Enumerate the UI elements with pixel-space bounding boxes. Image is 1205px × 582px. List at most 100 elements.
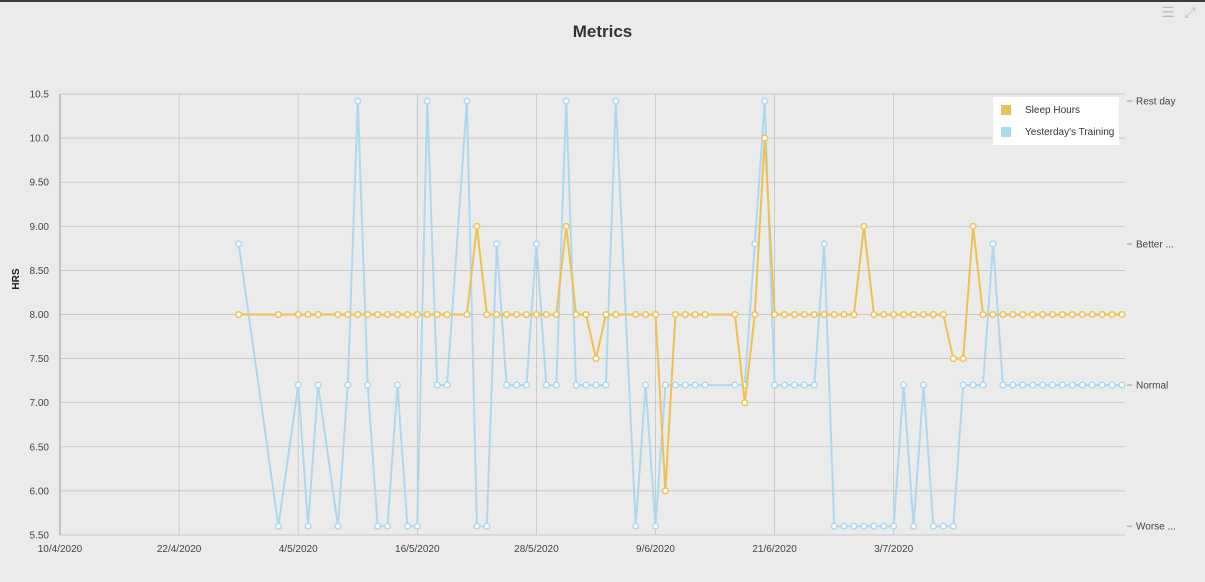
data-point [919,381,928,389]
data-point [1029,381,1037,389]
data-point [1088,381,1096,389]
data-point [274,522,282,530]
data-point [999,381,1007,389]
data-point [900,381,908,389]
x-tick-label: 16/5/2020 [395,544,440,555]
data-point [443,310,451,319]
data-point [810,310,818,319]
legend-label: Sleep Hours [1025,104,1081,116]
data-point [423,310,431,319]
data-point [731,381,739,389]
data-point [751,310,759,319]
data-point [929,522,937,530]
data-point [1088,310,1096,319]
data-point [880,522,888,530]
collapse-icon[interactable]: ⤢ [1184,5,1196,21]
data-point [751,240,759,248]
data-point [642,310,650,319]
data-point [592,355,600,363]
series-yesterdays-training [235,97,1126,530]
data-point [1009,381,1017,389]
data-point [989,240,997,248]
y-tick-label: 10.5 [30,90,50,101]
data-point [731,310,739,319]
data-point [1009,310,1017,319]
data-point [919,310,928,319]
data-point [761,134,769,142]
data-point [949,355,957,363]
data-point [354,97,362,105]
data-point [393,381,402,389]
data-point [532,310,540,319]
data-point [393,310,402,319]
data-point [304,522,312,530]
data-point [473,522,481,530]
data-point [979,381,987,389]
y-tick-label: 9.00 [30,222,50,233]
data-point [463,97,471,105]
data-point [989,310,997,319]
data-point [939,522,947,530]
data-point [830,310,838,319]
legend-item-training[interactable]: Yesterday's Training [1001,125,1114,139]
data-point [1118,310,1126,319]
right-axis-label: Rest day [1136,97,1175,108]
data-point [701,381,709,389]
legend-item-sleep-hours[interactable]: Sleep Hours [1001,103,1080,117]
data-point [741,399,749,407]
y-tick-label: 7.50 [30,354,50,365]
data-point [235,240,243,248]
data-point [374,310,382,319]
data-point [572,310,580,319]
x-tick-label: 4/5/2020 [279,544,318,555]
data-point [890,310,898,319]
y-axis-title: HRS [11,268,22,289]
data-point [582,310,590,319]
data-point [612,97,620,105]
data-point [820,310,828,319]
data-point [403,310,411,319]
data-point [910,310,918,319]
data-point [364,381,372,389]
data-point [334,310,342,319]
data-point [294,381,302,389]
series-layer [235,97,1126,530]
y-tick-label: 10.0 [30,134,50,145]
data-point [483,522,491,530]
data-point [542,381,550,389]
y-tick-label: 8.50 [30,266,50,277]
data-point [810,381,818,389]
data-point [354,310,362,319]
data-point [691,381,699,389]
data-point [910,522,918,530]
data-point [1048,381,1057,389]
data-point [1039,310,1047,319]
data-point [632,310,640,319]
data-point [1068,310,1076,319]
legend-swatch-training [1001,127,1011,137]
x-tick-label: 21/6/2020 [752,544,797,555]
menu-icon[interactable]: ☰ [1161,5,1175,21]
data-point [513,381,521,389]
data-point [1108,310,1116,319]
data-point [1078,381,1086,389]
chart-title: Metrics [572,22,633,41]
data-point [493,310,501,319]
data-point [850,522,858,530]
data-point [790,310,799,319]
data-point [800,381,808,389]
data-point [304,310,312,319]
legend-swatch-sleep [1001,105,1011,115]
data-point [1118,381,1126,389]
data-point [364,310,372,319]
data-point [493,240,501,248]
right-axis-label: Better ... [1136,239,1174,250]
y-tick-label: 6.00 [30,486,50,497]
chart-toolbar: ☰ ⤢ [1161,6,1197,20]
data-point [681,310,689,319]
data-point [969,381,977,389]
data-point [334,522,342,530]
data-point [979,310,987,319]
data-point [552,310,560,319]
